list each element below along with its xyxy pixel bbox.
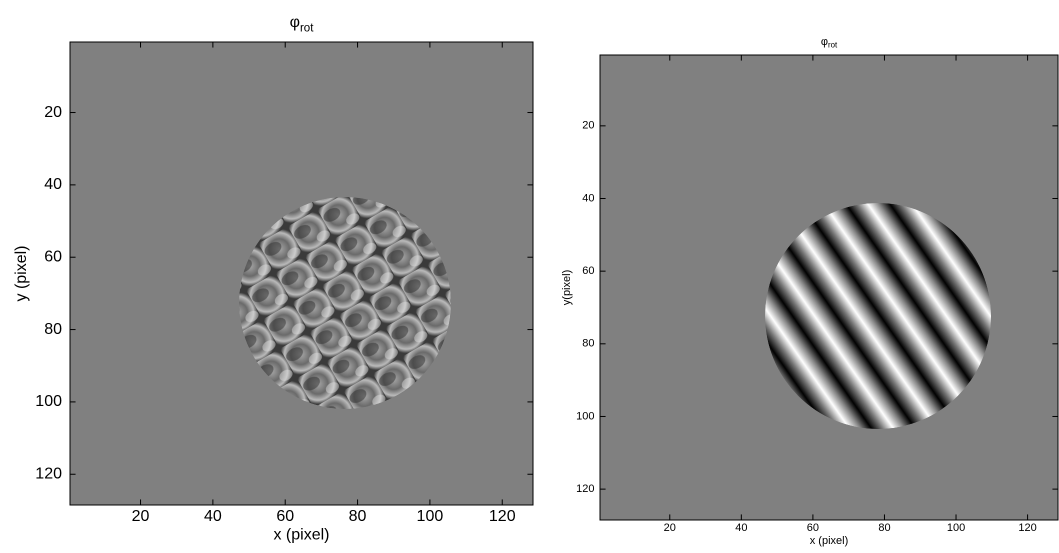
phase-disk [239,197,451,409]
x-tick-label: 80 [349,508,367,525]
phase-disk [765,203,991,429]
title-subscript: rot [300,22,314,34]
x-tick-label: 120 [489,508,516,525]
y-tick-label: 120 [35,465,62,482]
y-tick-label: 100 [35,393,62,410]
chart-title: φrot [821,36,838,50]
title-subscript: rot [828,41,838,50]
y-tick-label: 40 [44,176,62,193]
y-tick-label: 60 [44,248,62,265]
x-tick-label: 120 [1018,522,1036,534]
y-tick-label: 120 [576,483,594,495]
chart-title: φrot [290,14,315,34]
y-tick-label: 20 [582,120,594,132]
x-tick-label: 20 [132,508,150,525]
title-main: φ [290,14,300,31]
plots: 20 40 60 80 100 120 20 40 60 80 100 120 x (pixel) y (… [13,14,1059,547]
x-axis-label: x (pixel) [273,527,329,544]
axes-box [599,54,1059,521]
axes-box [69,41,534,506]
x-tick-label: 60 [807,522,819,534]
y-tick-label: 100 [576,410,594,422]
image-content [765,203,991,429]
y-tick-label: 40 [582,192,594,204]
x-tick-label: 80 [878,522,890,534]
image-content [239,197,451,409]
x-tick-label: 100 [947,522,965,534]
y-axis-label: y(pixel) [561,270,573,305]
y-tick-label: 80 [44,321,62,338]
x-tick-label: 100 [417,508,444,525]
x-axis-label: x (pixel) [810,535,849,547]
x-tick-label: 40 [735,522,747,534]
x-tick-label: 40 [204,508,222,525]
x-tick-label: 20 [664,522,676,534]
x-tick-label: 60 [276,508,294,525]
y-axis-label: y (pixel) [13,245,30,301]
y-tick-label: 80 [582,338,594,350]
y-tick-label: 20 [44,104,62,121]
title-main: φ [821,36,828,48]
y-tick-label: 60 [582,265,594,277]
